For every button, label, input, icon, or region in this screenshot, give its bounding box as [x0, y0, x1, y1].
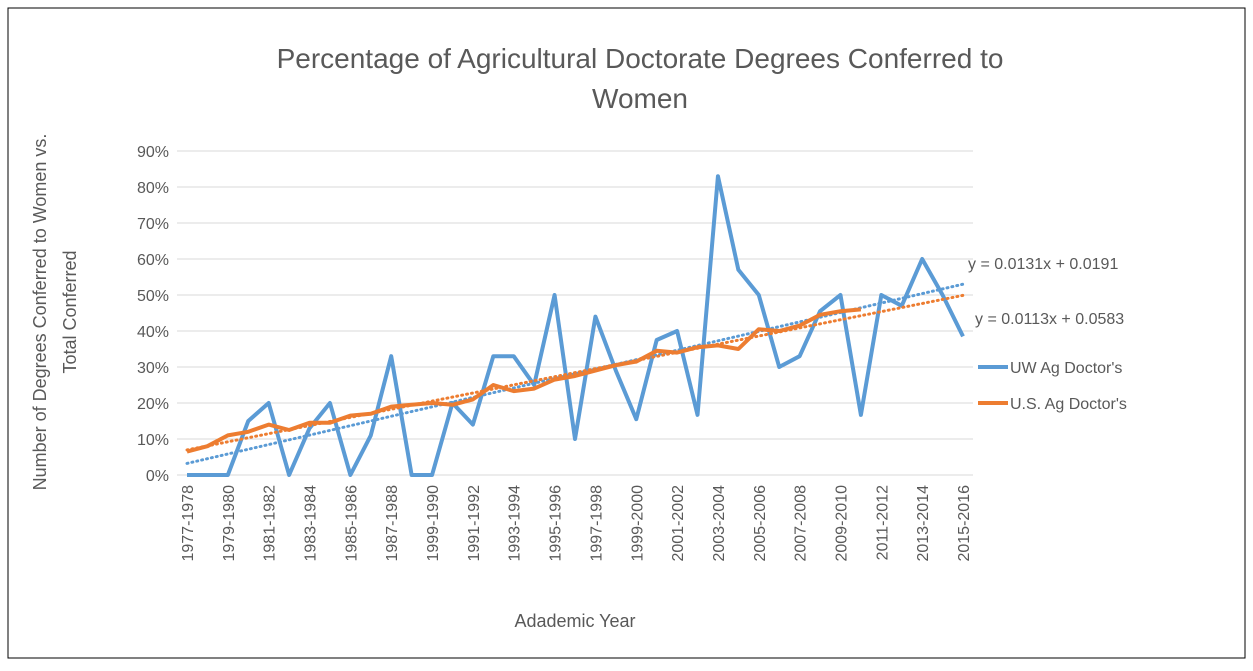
x-tick-label: 2009-2010: [833, 485, 850, 562]
trendline-label: y = 0.0113x + 0.0583: [975, 311, 1124, 328]
y-tick-label: 0%: [146, 468, 169, 485]
x-tick-label: 2007-2008: [793, 485, 810, 562]
trendline-label: y = 0.0131x + 0.0191: [968, 256, 1118, 273]
chart-frame: [7, 7, 1246, 659]
x-tick-label: 1981-1982: [262, 485, 279, 562]
x-tick-label: 1999-1990: [425, 485, 442, 562]
x-tick-label: 1991-1992: [466, 485, 483, 562]
y-tick-label: 90%: [137, 144, 169, 161]
x-tick-label: 2005-2006: [752, 485, 769, 562]
x-tick-label: 2003-2004: [711, 485, 728, 562]
y-tick-label: 60%: [137, 252, 169, 269]
x-tick-label: 2011-2012: [874, 485, 891, 560]
x-tick-label: 2013-2014: [915, 485, 932, 562]
series-line: [187, 174, 965, 477]
y-tick-label: 40%: [137, 324, 169, 341]
y-axis-label: Number of Degrees Conferred to Women vs.…: [30, 134, 80, 491]
x-tick-label: 1995-1996: [548, 485, 565, 562]
y-tick-label: 50%: [137, 288, 169, 305]
x-tick-label: 1977-1978: [180, 485, 197, 562]
legend-label: U.S. Ag Doctor's: [1010, 396, 1127, 413]
y-tick-label: 70%: [137, 216, 169, 233]
y-tick-label: 30%: [137, 360, 169, 377]
x-tick-label: 1985-1986: [343, 485, 360, 562]
x-tick-label: 1979-1980: [221, 485, 238, 562]
x-tick-label: 1983-1984: [303, 485, 320, 562]
x-tick-label: 2001-2002: [670, 485, 687, 562]
x-tick-label: 1999-2000: [629, 485, 646, 562]
series-line: [186, 307, 862, 454]
legend-label: UW Ag Doctor's: [1010, 360, 1122, 377]
y-tick-label: 10%: [137, 432, 169, 449]
x-axis-label: Adademic Year: [514, 611, 635, 631]
x-tick-label: 1997-1998: [588, 485, 605, 562]
chart-title: Percentage of Agricultural Doctorate Deg…: [277, 43, 1004, 114]
y-tick-label: 20%: [137, 396, 169, 413]
x-tick-label: 1993-1994: [507, 485, 524, 562]
x-tick-label: 1987-1988: [384, 485, 401, 562]
y-tick-label: 80%: [137, 180, 169, 197]
x-tick-label: 2015-2016: [956, 485, 973, 562]
